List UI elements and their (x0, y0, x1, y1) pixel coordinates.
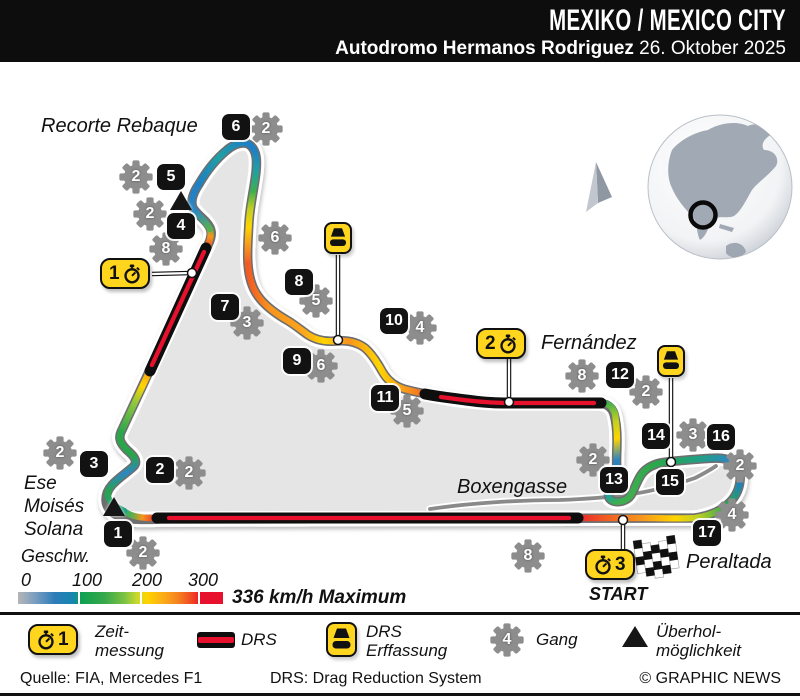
legend-timing-icon: 1 (28, 624, 78, 655)
label-fernandez: Fernández (541, 332, 637, 354)
overtake-triangle-icon (103, 497, 125, 516)
label-peraltada: Peraltada (686, 551, 772, 573)
turn-badge-14: 14 (642, 423, 670, 449)
turn-badge-6: 6 (222, 114, 250, 140)
checkered-flag-icon (632, 534, 680, 579)
circuit-name: Autodromo Hermanos Rodriguez (335, 38, 634, 59)
gear-icon: 4 (402, 310, 438, 346)
turn-badge-5: 5 (157, 164, 185, 190)
speed-tick-0: 0 (20, 570, 31, 590)
globe-locator-icon (647, 114, 793, 260)
drs-detection-icon (657, 345, 685, 377)
legend-timing-label-1: Zeit- (95, 622, 129, 641)
speed-tick-300: 300 (187, 570, 219, 590)
gear-icon: 2 (722, 448, 758, 484)
source-credit: Quelle: FIA, Mercedes F1 (20, 670, 203, 687)
gear-icon: 2 (42, 435, 78, 471)
scale-tick-mark (78, 592, 80, 604)
legend-gear-label: Gang (536, 630, 578, 649)
max-speed-label: 336 km/h Maximum (232, 587, 407, 608)
gear-icon: 8 (564, 358, 600, 394)
turn-badge-4: 4 (167, 213, 195, 239)
marker-connectors (151, 255, 677, 550)
scale-tick-mark (198, 592, 200, 604)
gear-icon: 4 (714, 497, 750, 533)
label-start: START (589, 584, 648, 604)
label-boxengasse: Boxengasse (457, 476, 568, 498)
timing-point-1: 1 (100, 258, 150, 289)
turn-badge-12: 12 (606, 362, 634, 388)
gear-icon: 3 (229, 305, 265, 341)
gear-icon: 6 (303, 348, 339, 384)
label-recorte-rebaque: Recorte Rebaque (41, 115, 198, 137)
label-ese-2: Moisés (24, 496, 85, 517)
speed-tick-100: 100 (71, 570, 103, 590)
drs-footnote: DRS: Drag Reduction System (270, 670, 482, 687)
legend-gear-icon: 4 (489, 622, 525, 658)
legend-overtake-icon (622, 626, 648, 647)
label-ese-1: Ese (24, 473, 57, 494)
turn-badge-3: 3 (80, 451, 108, 477)
scale-tick-mark (140, 592, 142, 604)
turn-badge-9: 9 (283, 348, 311, 374)
drs-detection-icon (324, 222, 352, 254)
page-title: MEXIKO / MEXICO CITY (549, 4, 786, 37)
gear-icon: 2 (125, 535, 161, 571)
pit-lane (426, 462, 720, 513)
event-date: 26. Oktober 2025 (639, 38, 786, 59)
legend-overtake-label-2: möglichkeit (656, 641, 742, 660)
turn-badge-16: 16 (707, 424, 735, 450)
gear-icon: 2 (118, 159, 154, 195)
gear-icon: 2 (132, 196, 168, 232)
gear-icon: 2 (628, 374, 664, 410)
gear-icon: 8 (510, 538, 546, 574)
turn-badge-11: 11 (371, 385, 399, 411)
turn-badge-13: 13 (600, 467, 628, 493)
legend-detect-label-2: Erffassung (366, 641, 448, 660)
speed-scale-title: Geschw. (21, 546, 91, 566)
stopwatch-icon (595, 554, 612, 574)
turn-badge-10: 10 (380, 308, 408, 334)
timing-point-2: 2 (476, 328, 526, 359)
overtake-triangle-icon (170, 191, 192, 210)
divider-line (0, 612, 800, 615)
divider-line (0, 693, 800, 696)
graphic-news-credit: © GRAPHIC NEWS (639, 670, 781, 687)
legend-detect-label-1: DRS (366, 622, 402, 641)
turn-badge-15: 15 (656, 469, 684, 495)
legend-drs-bar-icon (197, 632, 235, 648)
turn-badge-7: 7 (211, 294, 239, 320)
gear-icon: 2 (248, 111, 284, 147)
gear-icon: 6 (257, 220, 293, 256)
label-ese-3: Solana (24, 519, 84, 540)
stopwatch-icon (499, 333, 516, 353)
mexico-ring-marker (688, 200, 718, 230)
turn-badge-17: 17 (693, 520, 721, 546)
drs-zones (144, 242, 607, 524)
gear-icon: 3 (675, 417, 711, 453)
gear-icon: 5 (298, 283, 334, 319)
stopwatch-icon (38, 629, 55, 649)
speed-gradient-bar (18, 592, 223, 604)
gear-icon: 8 (148, 231, 184, 267)
header: MEXIKO / MEXICO CITY Autodromo Hermanos … (0, 0, 800, 62)
north-arrow-icon (586, 162, 612, 212)
legend-timing-label-2: messung (95, 641, 164, 660)
turn-badge-2: 2 (146, 457, 174, 483)
page-subtitle: Autodromo Hermanos Rodriguez 26. Oktober… (0, 38, 786, 60)
legend-drs-label: DRS (241, 630, 277, 649)
speed-tick-200: 200 (131, 570, 163, 590)
gear-icon: 2 (171, 455, 207, 491)
legend-overtake-label-1: Überhol- (656, 622, 722, 641)
gear-icon: 2 (575, 442, 611, 478)
turn-badge-1: 1 (104, 521, 132, 547)
legend-drs-detection-icon (326, 622, 357, 657)
gear-icon: 5 (389, 393, 425, 429)
timing-point-3: 3 (585, 549, 635, 580)
turn-badge-8: 8 (285, 269, 313, 295)
stopwatch-icon (123, 263, 140, 283)
